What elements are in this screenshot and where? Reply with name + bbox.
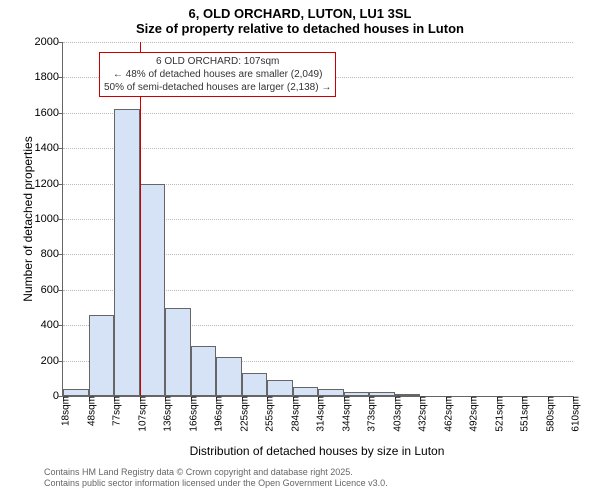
y-tick-mark: [58, 113, 63, 114]
x-axis-label: Distribution of detached houses by size …: [62, 444, 572, 458]
x-tick-label: 255sqm: [259, 396, 276, 432]
x-tick-label: 462sqm: [437, 396, 454, 432]
y-tick-mark: [58, 290, 63, 291]
histogram-bar: [63, 389, 89, 396]
y-tick-mark: [58, 325, 63, 326]
histogram-bar: [140, 184, 166, 396]
x-tick-label: 77sqm: [106, 396, 123, 426]
histogram-bar: [267, 380, 293, 396]
annotation-line2: ← 48% of detached houses are smaller (2,…: [104, 68, 331, 81]
footer-line1: Contains HM Land Registry data © Crown c…: [44, 467, 388, 479]
x-tick-label: 196sqm: [208, 396, 225, 432]
x-tick-label: 107sqm: [131, 396, 148, 432]
histogram-bar: [191, 346, 217, 396]
y-tick-mark: [58, 77, 63, 78]
chart-container: 6, OLD ORCHARD, LUTON, LU1 3SL Size of p…: [0, 0, 600, 500]
annotation-line3: 50% of semi-detached houses are larger (…: [104, 81, 331, 94]
histogram-bar: [216, 357, 242, 396]
x-tick-label: 373sqm: [361, 396, 378, 432]
annotation-box: 6 OLD ORCHARD: 107sqm← 48% of detached h…: [99, 52, 336, 97]
y-tick-mark: [58, 42, 63, 43]
annotation-line1: 6 OLD ORCHARD: 107sqm: [104, 55, 331, 68]
y-tick-mark: [58, 361, 63, 362]
y-tick-mark: [58, 148, 63, 149]
x-tick-label: 166sqm: [182, 396, 199, 432]
y-tick-mark: [58, 219, 63, 220]
x-tick-label: 551sqm: [514, 396, 531, 432]
plot-area: 020040060080010001200140016001800200018s…: [62, 42, 573, 397]
x-tick-label: 403sqm: [386, 396, 403, 432]
histogram-bar: [114, 109, 140, 396]
y-axis-label: Number of detached properties: [21, 119, 35, 319]
histogram-bar: [89, 315, 115, 396]
y-tick-mark: [58, 254, 63, 255]
x-tick-label: 492sqm: [463, 396, 480, 432]
x-tick-label: 521sqm: [488, 396, 505, 432]
x-tick-label: 225sqm: [233, 396, 250, 432]
footer-line2: Contains public sector information licen…: [44, 478, 388, 490]
x-tick-label: 284sqm: [284, 396, 301, 432]
x-tick-label: 610sqm: [565, 396, 582, 432]
x-tick-label: 314sqm: [310, 396, 327, 432]
y-tick-mark: [58, 184, 63, 185]
title-address: 6, OLD ORCHARD, LUTON, LU1 3SL: [0, 6, 600, 21]
x-tick-label: 48sqm: [80, 396, 97, 426]
footer-attribution: Contains HM Land Registry data © Crown c…: [44, 467, 388, 490]
histogram-bar: [293, 387, 319, 396]
x-tick-label: 18sqm: [55, 396, 72, 426]
x-tick-label: 580sqm: [539, 396, 556, 432]
x-tick-label: 136sqm: [157, 396, 174, 432]
x-tick-label: 432sqm: [412, 396, 429, 432]
chart-title: 6, OLD ORCHARD, LUTON, LU1 3SL Size of p…: [0, 0, 600, 36]
histogram-bar: [318, 389, 344, 396]
x-tick-label: 344sqm: [335, 396, 352, 432]
title-subtitle: Size of property relative to detached ho…: [0, 21, 600, 36]
histogram-bar: [242, 373, 268, 396]
histogram-bar: [165, 308, 191, 397]
